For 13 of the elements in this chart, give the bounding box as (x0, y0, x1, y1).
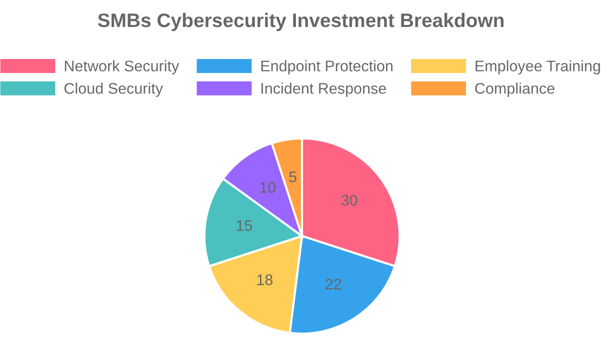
data-label: 5 (289, 172, 296, 182)
legend-label: Compliance (475, 82, 554, 97)
chart-title: SMBs Cybersecurity Investment Breakdown (98, 12, 504, 32)
data-label: 10 (260, 182, 276, 193)
data-label: 30 (341, 194, 358, 206)
legend-label: Incident Response (262, 82, 386, 97)
data-label: 18 (257, 274, 273, 286)
legend-label: Cloud Security (64, 82, 164, 97)
data-label: 22 (326, 278, 342, 290)
data-label: 15 (236, 220, 252, 231)
legend-label: Network Security (64, 60, 180, 74)
legend-label: Endpoint Protection (261, 60, 392, 74)
legend-label: Employee Training (476, 60, 600, 74)
